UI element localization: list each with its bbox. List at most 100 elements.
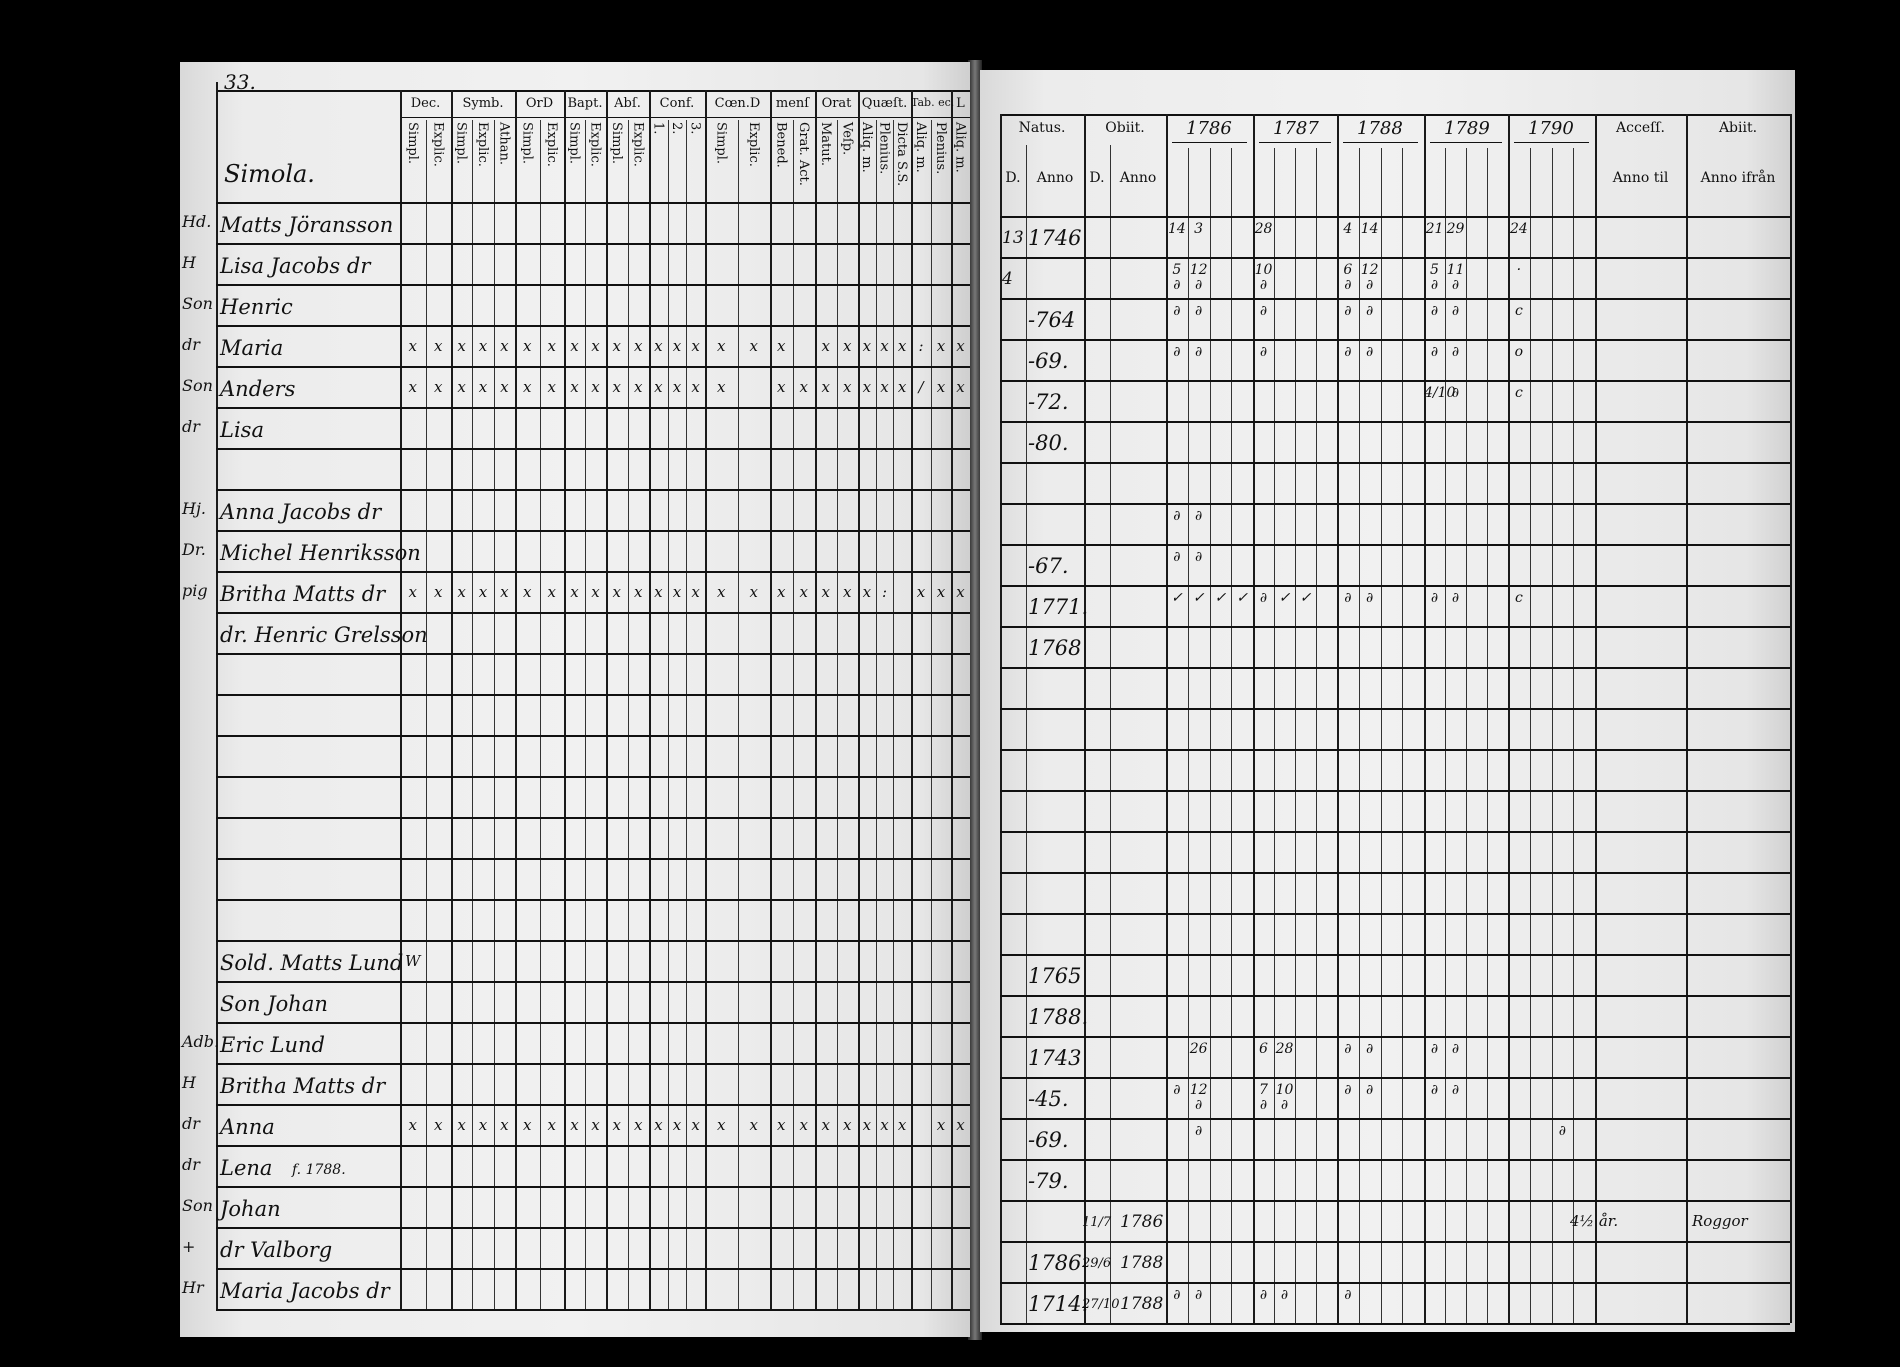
sub-column-header: Explic. (475, 122, 490, 167)
communion-mark: ∂ (1195, 303, 1203, 319)
group-header: Conf. (659, 96, 695, 111)
sub-column-rule (667, 120, 669, 1309)
group-header: menſ (775, 96, 810, 111)
row-rule (1000, 1077, 1790, 1079)
row-rule (216, 858, 970, 860)
year-rule (1595, 114, 1597, 1323)
catechism-mark: x (956, 378, 965, 396)
catechism-mark: x (749, 583, 758, 601)
catechism-mark: x (672, 1116, 682, 1134)
communion-mark: o (1514, 344, 1524, 360)
group-header: OrD (525, 96, 554, 111)
natus-year: -80. (1028, 431, 1069, 455)
natus-header: Natus. (1018, 120, 1066, 136)
group-header: Orat (821, 96, 852, 111)
communion-mark: c (1514, 385, 1523, 401)
group-header: Dec. (410, 96, 441, 111)
row-rule (1000, 1118, 1790, 1120)
year-sub-rule (1573, 148, 1575, 1323)
communion-mark: ∂ (1451, 1082, 1460, 1098)
accessit-sub-header: Anno til (1612, 170, 1669, 186)
major-rule (1084, 114, 1086, 1323)
natus-year: -764 (1028, 308, 1076, 332)
left-page-catechetical-register: 33. Simola. Dec. Simpl. Explic. Symb. Simpl.… (180, 62, 970, 1337)
row-rule (1000, 790, 1790, 792)
row-rule (216, 530, 970, 532)
natus-year: 1765 (1028, 964, 1082, 988)
group-rule (606, 90, 608, 1309)
row-rule (216, 448, 970, 450)
year-rule (1253, 114, 1255, 1323)
row-rule (1000, 216, 1790, 218)
row-rule (1000, 667, 1790, 669)
row-rule (1000, 339, 1790, 341)
catechism-mark: x (457, 378, 466, 396)
catechism-mark: x (457, 583, 466, 601)
natus-day: 4 (1002, 269, 1013, 289)
group-header: Tab. ec. (911, 96, 955, 109)
row-rule (216, 243, 970, 245)
year-header: 1790 (1528, 118, 1574, 139)
communion-mark: ∂ (1366, 1041, 1374, 1057)
row-margin-label: dr (182, 1114, 200, 1133)
catechism-mark: x (821, 337, 830, 355)
communion-mark: 5 ∂ (1430, 262, 1439, 293)
communion-mark: ✓ (1214, 590, 1227, 606)
catechism-mark: x (654, 337, 663, 355)
major-rule (1000, 114, 1002, 1323)
row-rule (216, 284, 970, 286)
catechism-mark: x (880, 1116, 889, 1134)
group-rule (911, 90, 913, 1309)
catechism-mark: x (717, 583, 726, 601)
header-group-rule (400, 117, 970, 118)
catechism-mark: x (654, 583, 663, 601)
natus-d-header: D. (1005, 170, 1021, 186)
catechism-mark: x (799, 378, 808, 396)
communion-mark: ∂ (1344, 1287, 1352, 1303)
year-header: 1787 (1273, 118, 1319, 139)
catechism-mark: x (654, 1116, 663, 1134)
catechism-mark: x (880, 378, 889, 396)
catechism-mark: x (500, 583, 509, 601)
catechism-mark: / (918, 378, 924, 396)
sub-column-header: Athan. (496, 122, 512, 166)
sub-column-rule (893, 120, 895, 1309)
person-name: Britha Matts dr (220, 582, 386, 606)
catechism-mark: x (634, 583, 643, 601)
natus-year: -72. (1028, 390, 1069, 414)
farm-name: Simola. (224, 160, 315, 188)
catechism-mark: x (749, 1116, 758, 1134)
communion-mark: ∂ (1173, 303, 1181, 319)
group-rule (705, 90, 707, 1309)
year-sub-rule (1445, 148, 1446, 1323)
row-rule (216, 1268, 970, 1270)
sub-column-rule (627, 120, 629, 1309)
catechism-mark: x (691, 583, 700, 601)
header-top-rule (216, 90, 970, 92)
year-rule (1508, 114, 1510, 1323)
catechism-mark: x (500, 378, 509, 396)
row-margin-label: Son (182, 294, 213, 313)
year-sub-rule (1358, 148, 1360, 1323)
communion-mark: 10 ∂ (1275, 1082, 1294, 1113)
row-rule (216, 940, 970, 942)
sub-column-header: 1. (650, 122, 666, 135)
communion-mark: ∂ (1344, 344, 1352, 360)
row-rule (216, 612, 970, 614)
catechism-mark: x (547, 337, 556, 355)
person-name: Anna (220, 1115, 275, 1139)
communion-mark: 3 (1194, 221, 1204, 237)
row-rule (1000, 380, 1790, 382)
row-margin-label: Hd. (182, 212, 212, 231)
communion-mark: 24 (1509, 221, 1528, 237)
person-name: Henric (220, 295, 293, 319)
communion-mark: ∂ (1259, 344, 1268, 360)
natus-year: -69. (1028, 349, 1069, 373)
communion-mark: ∂ (1173, 344, 1181, 360)
year-rule (1424, 114, 1426, 1323)
sub-column-header: Explic. (630, 122, 646, 167)
person-name: Anna Jacobs dr (220, 500, 382, 524)
sub-column-header: Bened. (773, 122, 789, 168)
communion-mark: ∂ (1430, 1082, 1439, 1098)
catechism-mark: x (612, 1116, 621, 1134)
